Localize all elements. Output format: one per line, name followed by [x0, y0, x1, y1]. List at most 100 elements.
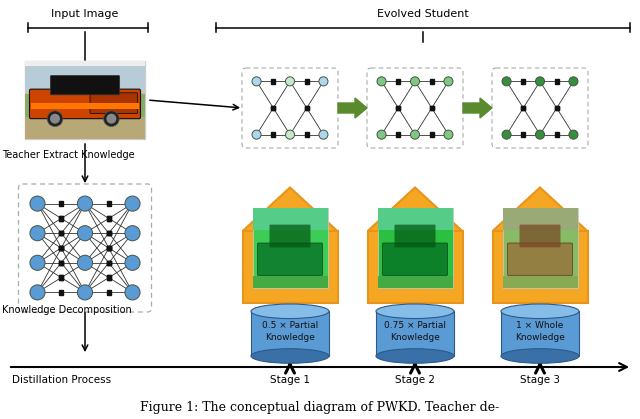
Polygon shape	[493, 187, 588, 231]
Bar	[305, 106, 309, 110]
Bar	[253, 276, 328, 288]
Bar	[396, 106, 401, 110]
Bar	[106, 246, 111, 250]
Bar	[106, 261, 111, 265]
Circle shape	[47, 111, 63, 127]
Bar	[59, 231, 63, 235]
Circle shape	[410, 77, 420, 86]
Bar	[253, 208, 328, 230]
Circle shape	[536, 77, 545, 86]
Bar	[106, 216, 111, 220]
Circle shape	[77, 196, 93, 211]
FancyBboxPatch shape	[90, 93, 138, 114]
Bar	[106, 231, 111, 235]
Circle shape	[569, 130, 578, 139]
Circle shape	[125, 285, 140, 300]
FancyArrow shape	[463, 98, 492, 118]
Circle shape	[30, 255, 45, 270]
FancyBboxPatch shape	[508, 243, 573, 275]
Ellipse shape	[501, 304, 579, 318]
FancyBboxPatch shape	[19, 184, 152, 312]
Bar	[521, 106, 525, 110]
Bar	[271, 132, 275, 137]
Circle shape	[30, 226, 45, 241]
Circle shape	[252, 77, 261, 86]
FancyBboxPatch shape	[25, 94, 145, 121]
FancyBboxPatch shape	[51, 75, 120, 95]
Bar	[429, 79, 434, 83]
Bar	[554, 79, 559, 83]
Bar	[59, 261, 63, 265]
Bar	[502, 276, 577, 288]
Bar	[106, 275, 111, 280]
Bar	[521, 106, 525, 110]
Circle shape	[252, 130, 261, 139]
FancyBboxPatch shape	[383, 243, 447, 275]
Circle shape	[30, 196, 45, 211]
Bar	[378, 276, 452, 288]
Circle shape	[536, 130, 545, 139]
Bar	[367, 231, 463, 303]
Ellipse shape	[376, 349, 454, 363]
Bar	[25, 61, 145, 66]
Text: Teacher Extract Knowledge: Teacher Extract Knowledge	[2, 150, 134, 160]
FancyBboxPatch shape	[257, 243, 323, 275]
FancyArrow shape	[338, 98, 367, 118]
Bar	[243, 231, 337, 303]
Circle shape	[30, 285, 45, 300]
Bar	[59, 246, 63, 250]
Bar	[502, 208, 577, 230]
Text: Distillation Process: Distillation Process	[12, 375, 111, 385]
Bar	[376, 311, 454, 356]
Bar	[501, 311, 579, 356]
Bar	[59, 231, 63, 235]
Bar	[378, 208, 452, 288]
Circle shape	[77, 285, 93, 300]
Bar	[305, 79, 309, 83]
Bar	[502, 208, 577, 288]
Bar	[253, 208, 328, 288]
Circle shape	[77, 226, 93, 241]
Circle shape	[410, 130, 420, 139]
Text: Stage 3: Stage 3	[520, 375, 560, 385]
Ellipse shape	[251, 304, 329, 318]
FancyBboxPatch shape	[492, 68, 588, 148]
Bar	[31, 103, 139, 109]
Bar	[59, 246, 63, 250]
Bar	[25, 61, 145, 139]
Circle shape	[319, 130, 328, 139]
Bar	[106, 261, 111, 265]
Bar	[59, 275, 63, 280]
Circle shape	[107, 114, 116, 123]
Bar	[396, 106, 401, 110]
Ellipse shape	[376, 304, 454, 318]
Ellipse shape	[501, 349, 579, 363]
Bar	[106, 290, 111, 295]
Text: Evolved Student: Evolved Student	[377, 9, 469, 19]
Bar	[554, 132, 559, 137]
Circle shape	[51, 114, 60, 123]
Bar	[106, 246, 111, 250]
Bar	[429, 106, 434, 110]
Circle shape	[125, 255, 140, 270]
Bar	[106, 246, 111, 250]
Circle shape	[377, 77, 386, 86]
Bar	[59, 290, 63, 295]
Text: Input Image: Input Image	[51, 9, 118, 19]
Polygon shape	[243, 187, 337, 231]
Text: 0.75 × Partial
Knowledge: 0.75 × Partial Knowledge	[384, 321, 446, 341]
Circle shape	[77, 255, 93, 270]
Bar	[25, 61, 145, 91]
Bar	[271, 106, 275, 110]
Circle shape	[444, 77, 453, 86]
Bar	[521, 132, 525, 137]
Text: 0.5 × Partial
Knowledge: 0.5 × Partial Knowledge	[262, 321, 318, 341]
Circle shape	[125, 196, 140, 211]
Circle shape	[125, 226, 140, 241]
Bar	[59, 246, 63, 250]
Circle shape	[569, 77, 578, 86]
Text: Knowledge Decomposition: Knowledge Decomposition	[2, 305, 132, 315]
Bar	[305, 106, 309, 110]
FancyBboxPatch shape	[29, 89, 141, 119]
Ellipse shape	[251, 349, 329, 363]
